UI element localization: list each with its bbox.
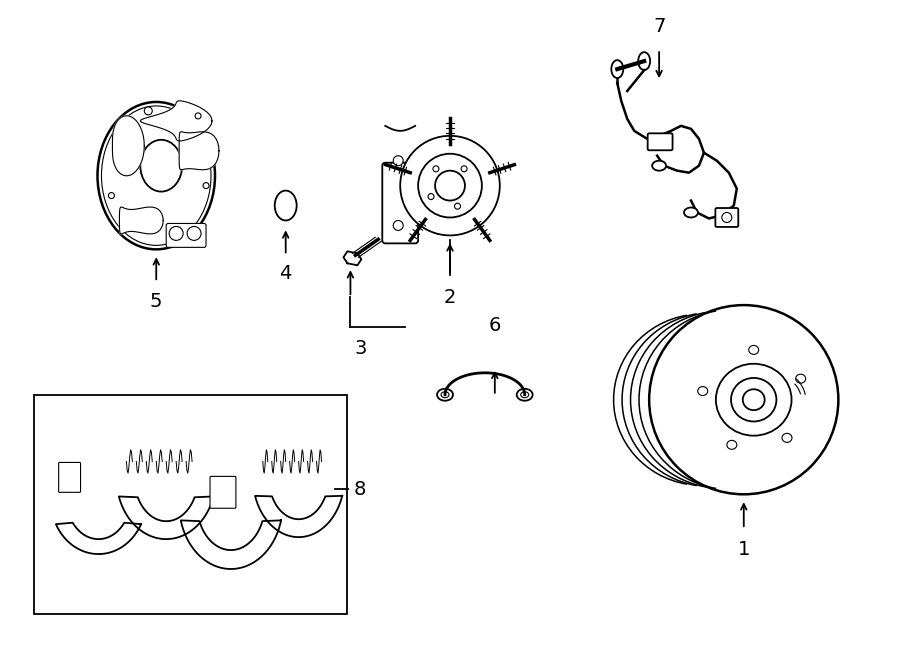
Ellipse shape	[454, 203, 461, 209]
Polygon shape	[112, 116, 144, 176]
FancyBboxPatch shape	[716, 208, 738, 227]
FancyBboxPatch shape	[166, 223, 206, 247]
Ellipse shape	[611, 60, 624, 78]
Text: 4: 4	[280, 264, 292, 283]
Polygon shape	[255, 496, 342, 537]
Ellipse shape	[684, 208, 698, 217]
Text: 2: 2	[444, 288, 456, 307]
Circle shape	[393, 221, 403, 231]
Bar	[34, 395, 347, 614]
FancyBboxPatch shape	[210, 477, 236, 508]
Circle shape	[203, 182, 209, 188]
Circle shape	[169, 227, 183, 241]
Ellipse shape	[796, 374, 806, 383]
FancyBboxPatch shape	[382, 163, 418, 243]
Circle shape	[187, 227, 201, 241]
Ellipse shape	[97, 102, 215, 249]
Polygon shape	[140, 101, 212, 141]
Circle shape	[435, 171, 465, 200]
Circle shape	[649, 305, 839, 494]
Polygon shape	[119, 496, 213, 539]
Ellipse shape	[749, 346, 759, 354]
Text: 8: 8	[354, 480, 365, 499]
Circle shape	[400, 136, 500, 235]
Ellipse shape	[638, 52, 650, 70]
Ellipse shape	[441, 392, 449, 398]
Ellipse shape	[521, 392, 528, 398]
Ellipse shape	[140, 140, 182, 192]
Ellipse shape	[461, 166, 467, 172]
Ellipse shape	[782, 434, 792, 442]
Polygon shape	[179, 132, 219, 170]
Ellipse shape	[433, 166, 439, 172]
Circle shape	[144, 107, 152, 115]
Text: 5: 5	[150, 292, 163, 311]
Circle shape	[108, 192, 114, 198]
Ellipse shape	[698, 387, 707, 395]
Ellipse shape	[716, 364, 792, 436]
Ellipse shape	[428, 194, 434, 200]
FancyBboxPatch shape	[648, 134, 672, 150]
Polygon shape	[181, 520, 281, 569]
Polygon shape	[120, 207, 163, 234]
Ellipse shape	[652, 161, 666, 171]
Polygon shape	[344, 251, 362, 265]
Ellipse shape	[731, 378, 777, 422]
Circle shape	[195, 113, 201, 119]
Text: 3: 3	[355, 339, 366, 358]
Ellipse shape	[727, 440, 737, 449]
Circle shape	[418, 154, 482, 217]
Circle shape	[722, 212, 732, 223]
FancyBboxPatch shape	[58, 463, 81, 492]
Ellipse shape	[742, 389, 765, 410]
Ellipse shape	[517, 389, 533, 401]
Text: 7: 7	[652, 17, 665, 36]
Ellipse shape	[437, 389, 453, 401]
Polygon shape	[56, 523, 141, 554]
Ellipse shape	[274, 190, 297, 221]
Text: 6: 6	[489, 315, 501, 334]
Text: 1: 1	[738, 539, 750, 559]
Circle shape	[393, 156, 403, 166]
